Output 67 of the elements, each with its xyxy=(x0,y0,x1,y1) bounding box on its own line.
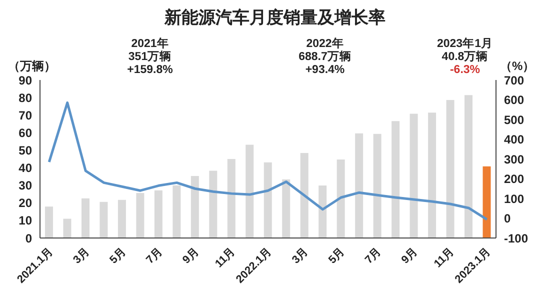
text: 2021年 xyxy=(130,38,170,50)
x-tick-label: 7月 xyxy=(362,246,384,266)
bar xyxy=(100,202,108,238)
text: +93.4% xyxy=(304,64,346,77)
text: 351万辆 xyxy=(127,51,173,64)
x-tick-label: 3月 xyxy=(71,246,92,266)
y-tick-label: 90 xyxy=(18,73,32,88)
bar xyxy=(446,100,454,238)
bar xyxy=(355,133,364,238)
line-series xyxy=(48,101,488,221)
y-axis-title: （万辆） xyxy=(8,58,56,75)
x-tick-label: 9月 xyxy=(180,246,202,266)
bar xyxy=(136,193,144,238)
bar xyxy=(63,218,72,238)
x-tick-label: 5月 xyxy=(108,246,128,266)
bar xyxy=(392,121,400,238)
y-tick-label: 50 xyxy=(18,143,32,158)
bar xyxy=(410,114,418,238)
bar xyxy=(336,160,345,238)
x-tick-label: 11月 xyxy=(432,246,457,270)
bar xyxy=(154,190,162,238)
bar xyxy=(190,176,199,238)
y-tick-label: 10 xyxy=(18,214,32,228)
y-tick-label: 80 xyxy=(18,90,32,105)
y-tick-label: 0 xyxy=(25,231,32,246)
x-tick-label: 5月 xyxy=(326,246,348,266)
y-tick-label: 40 xyxy=(18,161,32,176)
y2-tick-label: 200 xyxy=(504,172,524,186)
bar xyxy=(300,153,308,238)
y-tick-label: 70 xyxy=(18,108,32,122)
bar xyxy=(464,95,473,238)
bar xyxy=(282,179,290,238)
text: 688.7万辆 xyxy=(298,51,352,64)
bar xyxy=(209,170,218,238)
x-tick-label: 11月 xyxy=(213,246,238,270)
y-tick-label: 60 xyxy=(18,126,32,140)
bar xyxy=(264,162,272,238)
bar xyxy=(172,185,181,238)
bar xyxy=(318,186,327,238)
x-tick-label: 7月 xyxy=(144,246,165,266)
bar xyxy=(118,200,126,238)
y2-tick-label: 500 xyxy=(504,112,524,127)
text: 2023年1月 xyxy=(436,38,494,50)
bar xyxy=(81,198,90,238)
bar xyxy=(482,166,491,238)
bar xyxy=(227,159,236,238)
x-tick-label: 3月 xyxy=(290,246,311,266)
y2-tick-label: 600 xyxy=(504,93,524,108)
y2-axis-title: （%） xyxy=(500,58,535,75)
y2-tick-label: 400 xyxy=(504,132,524,147)
bar xyxy=(428,112,436,238)
text: 2022年 xyxy=(305,38,345,50)
bar xyxy=(246,144,254,238)
x-tick-label: 9月 xyxy=(399,246,420,266)
text: +159.8% xyxy=(126,64,174,77)
y-tick-label: 30 xyxy=(18,178,32,193)
text: -6.3% xyxy=(450,64,480,76)
text: 40.8万辆 xyxy=(442,51,488,63)
y2-tick-label: 300 xyxy=(504,152,524,166)
bar xyxy=(45,206,53,238)
y2-tick-label: 0 xyxy=(504,212,511,226)
y2-tick-label: 700 xyxy=(504,73,524,88)
y-tick-label: 20 xyxy=(18,196,32,210)
y2-tick-label: -100 xyxy=(504,231,528,246)
chart-title: 新能源汽车月度销量及增长率 xyxy=(163,7,386,29)
bar xyxy=(373,134,382,238)
y2-tick-label: 100 xyxy=(504,192,524,206)
